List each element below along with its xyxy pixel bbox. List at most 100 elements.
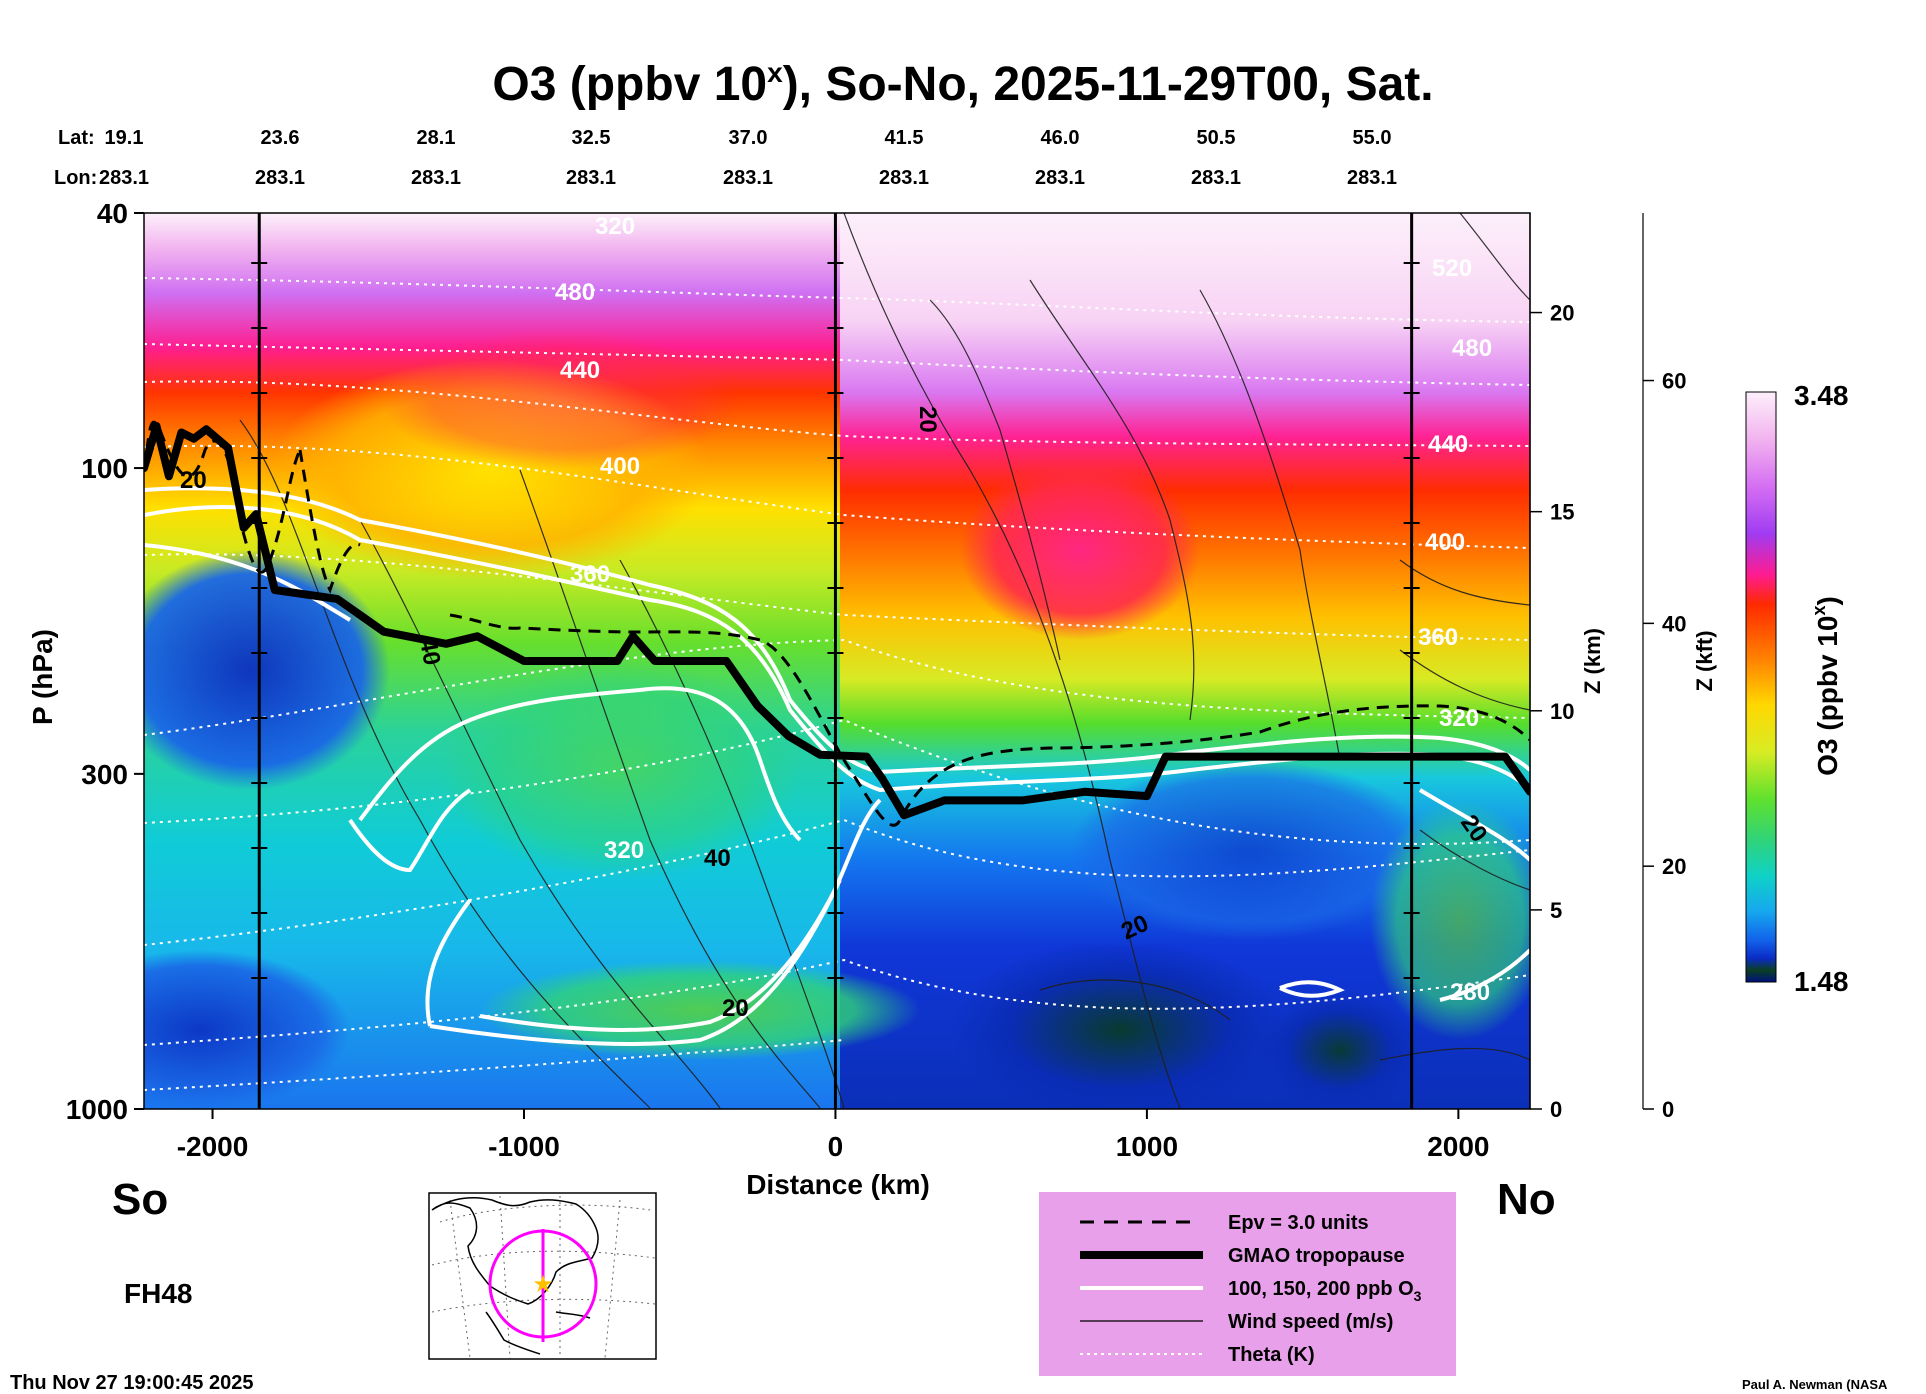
lat-value: 55.0 — [1353, 127, 1392, 149]
colorbar-bottom-label: 1.48 — [1794, 966, 1849, 997]
plot-area: 320 480 440 400 360 320 520 480 440 400 … — [144, 213, 1530, 1109]
south-low-ozone-region — [144, 550, 390, 790]
theta-label-440-right: 440 — [1428, 431, 1468, 458]
z-km-tick-label: 0 — [1550, 1097, 1562, 1122]
legend-epv-label: Epv = 3.0 units — [1228, 1212, 1369, 1234]
gmao-tropopause-line — [144, 422, 1530, 820]
lat-value: 28.1 — [417, 127, 456, 149]
south-surface-low-ozone-region — [144, 950, 350, 1109]
z-kft-tick-label: 20 — [1662, 854, 1686, 879]
lon-values-row: 283.1 283.1 283.1 283.1 283.1 283.1 283.1 283.1… — [99, 167, 1397, 189]
distance-tick-label: 1000 — [1116, 1131, 1178, 1162]
central-america-outline — [485, 1311, 541, 1355]
z-kft-tick-label: 0 — [1662, 1097, 1674, 1122]
theta-label-360-left: 360 — [570, 561, 610, 588]
z-km-tick-label: 20 — [1550, 301, 1574, 326]
distance-tick-label: -1000 — [488, 1131, 560, 1162]
z-km-axis-title: Z (km) — [1580, 628, 1605, 694]
north-magenta-intrusion — [960, 460, 1200, 640]
inset-map: ★ — [428, 1192, 657, 1360]
wind-label-20-left: 20 — [180, 467, 207, 494]
lon-value: 283.1 — [566, 167, 616, 189]
lon-value: 283.1 — [879, 167, 929, 189]
z-kft-tick-label: 40 — [1662, 611, 1686, 636]
caribbean-outline — [555, 1311, 591, 1319]
z-kft-axis-title: Z (kft) — [1692, 630, 1717, 691]
lon-value: 283.1 — [99, 167, 149, 189]
wind-label-40-mid: 40 — [704, 845, 731, 872]
legend-ozone-label: 100, 150, 200 ppb O3 — [1228, 1278, 1422, 1304]
lon-value: 283.1 — [1347, 167, 1397, 189]
vertical-marker-lines — [251, 213, 1420, 1109]
theta-label-320-right: 320 — [1439, 705, 1479, 732]
theta-label-480-left: 480 — [555, 279, 595, 306]
distance-tick-label: -2000 — [177, 1131, 249, 1162]
north-america-outline — [431, 1196, 599, 1305]
theta-label-320-low: 320 — [604, 837, 644, 864]
wind-label-20-upper: 20 — [914, 406, 941, 433]
author-credit: Paul A. Newman (NASA — [1742, 1377, 1888, 1392]
map-center-star-icon: ★ — [532, 1271, 554, 1298]
lat-row-label: Lat: — [58, 127, 95, 149]
lon-value: 283.1 — [723, 167, 773, 189]
wind-label-20-low: 20 — [722, 995, 749, 1022]
forecast-hour-label: FH48 — [124, 1278, 192, 1309]
north-blue-region — [1070, 760, 1430, 940]
z-km-tick-label: 15 — [1550, 500, 1574, 525]
legend-theta-label: Theta (K) — [1228, 1344, 1315, 1366]
lat-value: 19.1 — [105, 127, 144, 149]
pressure-tick-label: 40 — [97, 198, 128, 229]
z-kft-axis: 0 20 40 60 — [1643, 369, 1686, 1122]
lon-value: 283.1 — [1035, 167, 1085, 189]
pressure-axis: 40 100 300 1000 — [66, 198, 144, 1125]
distance-tick-label: 2000 — [1427, 1131, 1489, 1162]
colorbar-title: O3 (ppbv 10x) — [1809, 596, 1843, 776]
lat-value: 41.5 — [885, 127, 924, 149]
z-km-tick-label: 5 — [1550, 898, 1562, 923]
theta-label-280-right: 280 — [1450, 979, 1490, 1006]
z-km-tick-label: 10 — [1550, 699, 1574, 724]
theta-label-480-right: 480 — [1452, 335, 1492, 362]
lat-value: 50.5 — [1197, 127, 1236, 149]
theta-label-520-right: 520 — [1432, 255, 1472, 282]
theta-contours — [144, 277, 1530, 1091]
theta-label-400-right: 400 — [1425, 529, 1465, 556]
z-km-axis: 0 5 10 15 20 — [1530, 301, 1574, 1122]
legend-wind-label: Wind speed (m/s) — [1228, 1311, 1393, 1333]
north-dark-low-ozone-region — [950, 940, 1290, 1109]
lat-value: 23.6 — [261, 127, 300, 149]
lat-value: 37.0 — [729, 127, 768, 149]
legend-tropopause-label: GMAO tropopause — [1228, 1245, 1405, 1267]
theta-label-400-left: 400 — [600, 453, 640, 480]
north-dark-low-ozone-region-2 — [1260, 990, 1420, 1109]
distance-axis-title: Distance (km) — [746, 1169, 930, 1200]
south-upper-red-region — [380, 330, 740, 470]
theta-label-440-left: 440 — [560, 357, 600, 384]
lat-values-row: 19.1 23.6 28.1 32.5 37.0 41.5 46.0 50.5 55.0 — [105, 127, 1392, 149]
lon-value: 283.1 — [411, 167, 461, 189]
distance-axis: -2000 -1000 0 1000 2000 — [177, 1109, 1490, 1162]
lon-value: 283.1 — [1191, 167, 1241, 189]
south-midlevel-green-region — [440, 660, 800, 880]
z-kft-tick-label: 60 — [1662, 369, 1686, 394]
pressure-tick-label: 1000 — [66, 1094, 128, 1125]
generated-timestamp: Thu Nov 27 19:00:45 2025 — [10, 1372, 253, 1394]
legend-box: Epv = 3.0 units GMAO tropopause 100, 150… — [1039, 1192, 1456, 1376]
pressure-tick-label: 100 — [81, 453, 128, 484]
pressure-axis-title: P (hPa) — [27, 629, 58, 725]
map-grid-lines — [431, 1195, 656, 1359]
south-lower-green-band — [480, 960, 920, 1060]
colorbar-top-label: 3.48 — [1794, 380, 1849, 411]
theta-label-360-right: 360 — [1418, 624, 1458, 651]
south-end-label: So — [112, 1175, 168, 1224]
lat-value: 46.0 — [1041, 127, 1080, 149]
theta-label-320-top: 320 — [595, 213, 635, 240]
north-end-label: No — [1497, 1175, 1556, 1224]
chart-title: O3 (ppbv 10x), So-No, 2025-11-29T00, Sat… — [492, 57, 1433, 111]
distance-tick-label: 0 — [828, 1131, 844, 1162]
lat-value: 32.5 — [572, 127, 611, 149]
lon-row-label: Lon: — [54, 167, 97, 189]
lon-value: 283.1 — [255, 167, 305, 189]
pressure-tick-label: 300 — [81, 759, 128, 790]
